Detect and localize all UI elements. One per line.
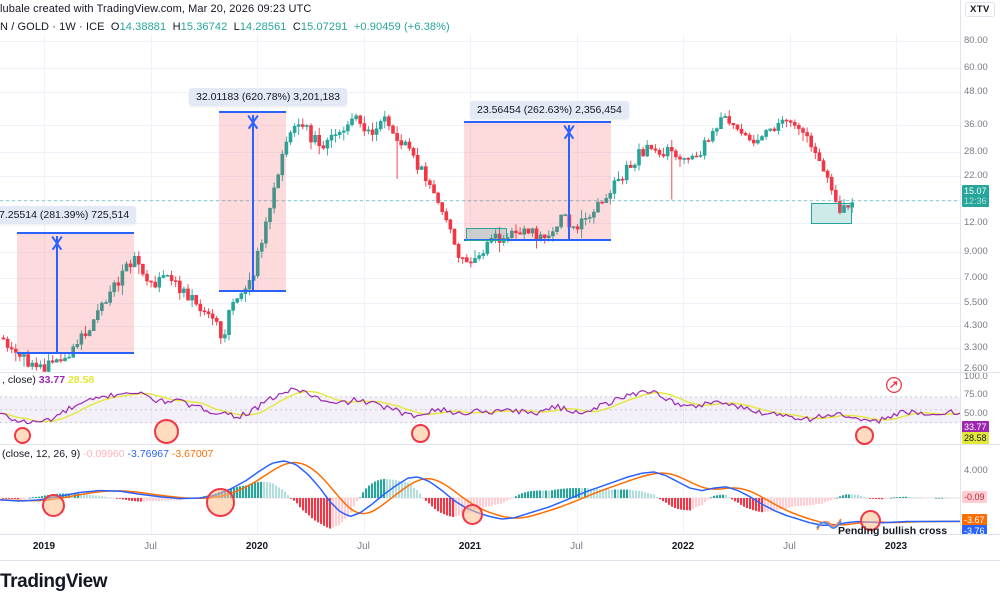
indicator-tick-2: 50.00: [964, 408, 988, 419]
horizontal-gridline: [0, 348, 960, 349]
price-tick-4: 28.00: [964, 146, 988, 157]
horizontal-gridline: [0, 369, 960, 370]
time-tick-2019-0: 2019: [32, 541, 56, 552]
horizontal-gridline: [0, 326, 960, 327]
macd-line-value: -3.76967: [127, 448, 169, 460]
horizontal-gridline: [0, 68, 960, 69]
price-tick-7: 12.00: [964, 217, 988, 228]
rsi-legend[interactable]: , close) 33.77 28.58: [0, 374, 97, 386]
horizontal-gridline: [0, 303, 960, 304]
rsi-value: 33.77: [38, 374, 66, 386]
legend-sep-2: ·: [79, 21, 83, 33]
price-tick-8: 9.000: [964, 246, 988, 257]
footer-bar: TradingView: [0, 560, 1000, 600]
magnet-icon[interactable]: [885, 376, 903, 394]
price-badge-4: -0.09: [962, 491, 987, 503]
price-badge-3: 28.58: [962, 432, 989, 444]
horizontal-gridline: [0, 278, 960, 279]
macd-legend-name: (close, 12, 26, 9): [2, 448, 81, 460]
rsi-ma-value: 28.58: [67, 374, 95, 386]
symbol-ohlc-legend: N / GOLD · 1W · ICE O14.38881 H15.36742 …: [0, 21, 450, 33]
time-tick-2023-8: 2023: [884, 541, 908, 552]
rsi-legend-name: , close): [2, 374, 36, 386]
price-tick-2: 48.00: [964, 86, 988, 97]
rsi-pane[interactable]: [0, 374, 960, 444]
close-value: 15.07291: [300, 21, 348, 33]
vertical-gridline: [470, 34, 471, 534]
price-tick-12: 3.300: [964, 342, 988, 353]
change-percent: (+6.38%): [404, 21, 450, 33]
time-tick-Jul-5: Jul: [570, 541, 583, 552]
price-pane[interactable]: [0, 34, 960, 372]
vertical-gridline: [683, 34, 684, 534]
symbol-name[interactable]: N / GOLD: [0, 21, 50, 33]
watermark-chip: XTV: [965, 2, 995, 17]
price-badge-5: -3.67: [962, 514, 987, 526]
candlestick-series: [0, 110, 960, 372]
price-tick-10: 5.500: [964, 297, 988, 308]
price-tick-11: 4.300: [964, 320, 988, 331]
open-value: 14.38881: [119, 21, 167, 33]
price-tick-9: 7.000: [964, 272, 988, 283]
vertical-gridline: [789, 34, 791, 534]
time-tick-2020-2: 2020: [245, 541, 269, 552]
horizontal-gridline: [0, 152, 960, 153]
vertical-gridline: [257, 34, 258, 534]
price-tick-1: 60.00: [964, 62, 988, 73]
horizontal-gridline: [0, 125, 960, 126]
horizontal-gridline: [0, 223, 960, 224]
low-value: 14.28561: [239, 21, 287, 33]
price-badge-2: 33.77: [962, 421, 989, 433]
horizontal-gridline: [0, 41, 960, 42]
bullish-cross-swoosh-icon: [816, 518, 842, 531]
time-tick-2021-4: 2021: [458, 541, 482, 552]
price-tick-0: 80.00: [964, 35, 988, 46]
price-axis[interactable]: XTV 80.0060.0048.0036.0028.0022.0016.001…: [960, 0, 1000, 560]
time-tick-2022-6: 2022: [671, 541, 695, 552]
macd-hist-value: -0.09960: [83, 448, 125, 460]
time-tick-Jul-1: Jul: [144, 541, 157, 552]
price-tick-3: 36.00: [964, 119, 988, 130]
indicator-tick-3: 4.000: [964, 465, 988, 476]
high-value: 15.36742: [180, 21, 228, 33]
vertical-gridline: [896, 34, 897, 534]
exchange-label: ICE: [85, 21, 105, 33]
indicator-tick-1: 75.00: [964, 389, 988, 400]
indicator-tick-0: 100.0: [964, 371, 988, 382]
time-tick-Jul-7: Jul: [783, 541, 796, 552]
rsi-series: [0, 387, 960, 425]
interval-label[interactable]: 1W: [59, 21, 76, 33]
macd-signal-value: -3.67007: [171, 448, 214, 460]
price-tick-5: 22.00: [964, 170, 988, 181]
macd-legend[interactable]: (close, 12, 26, 9) -0.09960 -3.76967 -3.…: [0, 448, 216, 460]
horizontal-gridline: [0, 92, 960, 93]
legend-sep-1: ·: [52, 21, 57, 33]
open-key: O: [110, 21, 120, 33]
high-key: H: [172, 21, 181, 33]
vertical-gridline: [363, 34, 365, 534]
pane-separator: [0, 444, 1000, 445]
vertical-gridline: [44, 34, 45, 534]
price-badge-1: 12:36: [962, 195, 989, 207]
chart-credit-line: lubale created with TradingView.com, Mar…: [0, 3, 312, 15]
change-value: +0.90459: [353, 21, 401, 33]
price-badge-0: 15.07: [962, 185, 989, 197]
pending-bullish-cross-label: Pending bullish cross: [838, 525, 948, 537]
time-axis[interactable]: 2019 Jul 2020 Jul 2021 Jul 2022 Jul 2023: [0, 534, 1000, 560]
horizontal-gridline: [0, 176, 960, 177]
pane-separator: [0, 372, 1000, 373]
horizontal-gridline: [0, 252, 960, 253]
time-tick-Jul-3: Jul: [357, 541, 370, 552]
vertical-gridline: [576, 34, 578, 534]
low-key: L: [233, 21, 240, 33]
tradingview-logo: TradingView: [0, 571, 108, 592]
close-key: C: [292, 21, 301, 33]
price-tick-13: 2.600: [964, 363, 988, 374]
